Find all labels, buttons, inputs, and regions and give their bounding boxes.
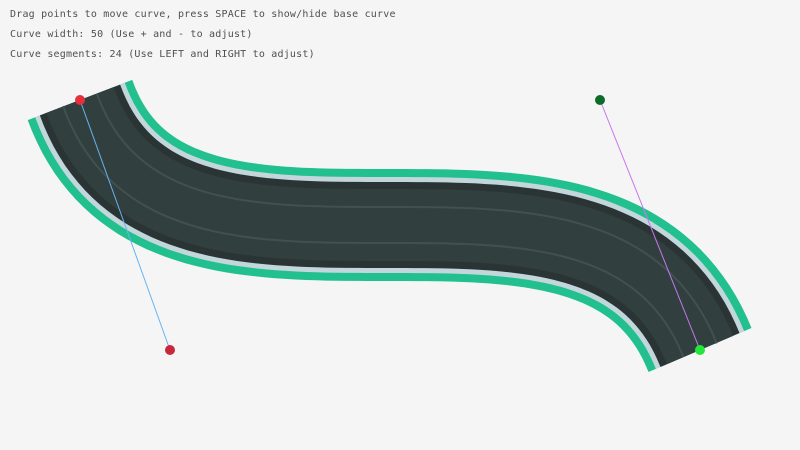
lane-line — [62, 105, 685, 358]
start-tangent-handle[interactable] — [165, 345, 175, 355]
start-point-handle[interactable] — [75, 95, 85, 105]
instruction-drag: Drag points to move curve, press SPACE t… — [10, 9, 396, 20]
end-tangent-line — [599, 99, 701, 351]
lane-line — [95, 93, 718, 344]
end-tangent-handle[interactable] — [595, 95, 605, 105]
end-point-handle[interactable] — [695, 345, 705, 355]
instruction-width: Curve width: 50 (Use + and - to adjust) — [10, 29, 253, 40]
instruction-segments: Curve segments: 24 (Use LEFT and RIGHT t… — [10, 49, 315, 60]
start-tangent-line — [79, 99, 171, 351]
road-surface — [46, 87, 734, 365]
